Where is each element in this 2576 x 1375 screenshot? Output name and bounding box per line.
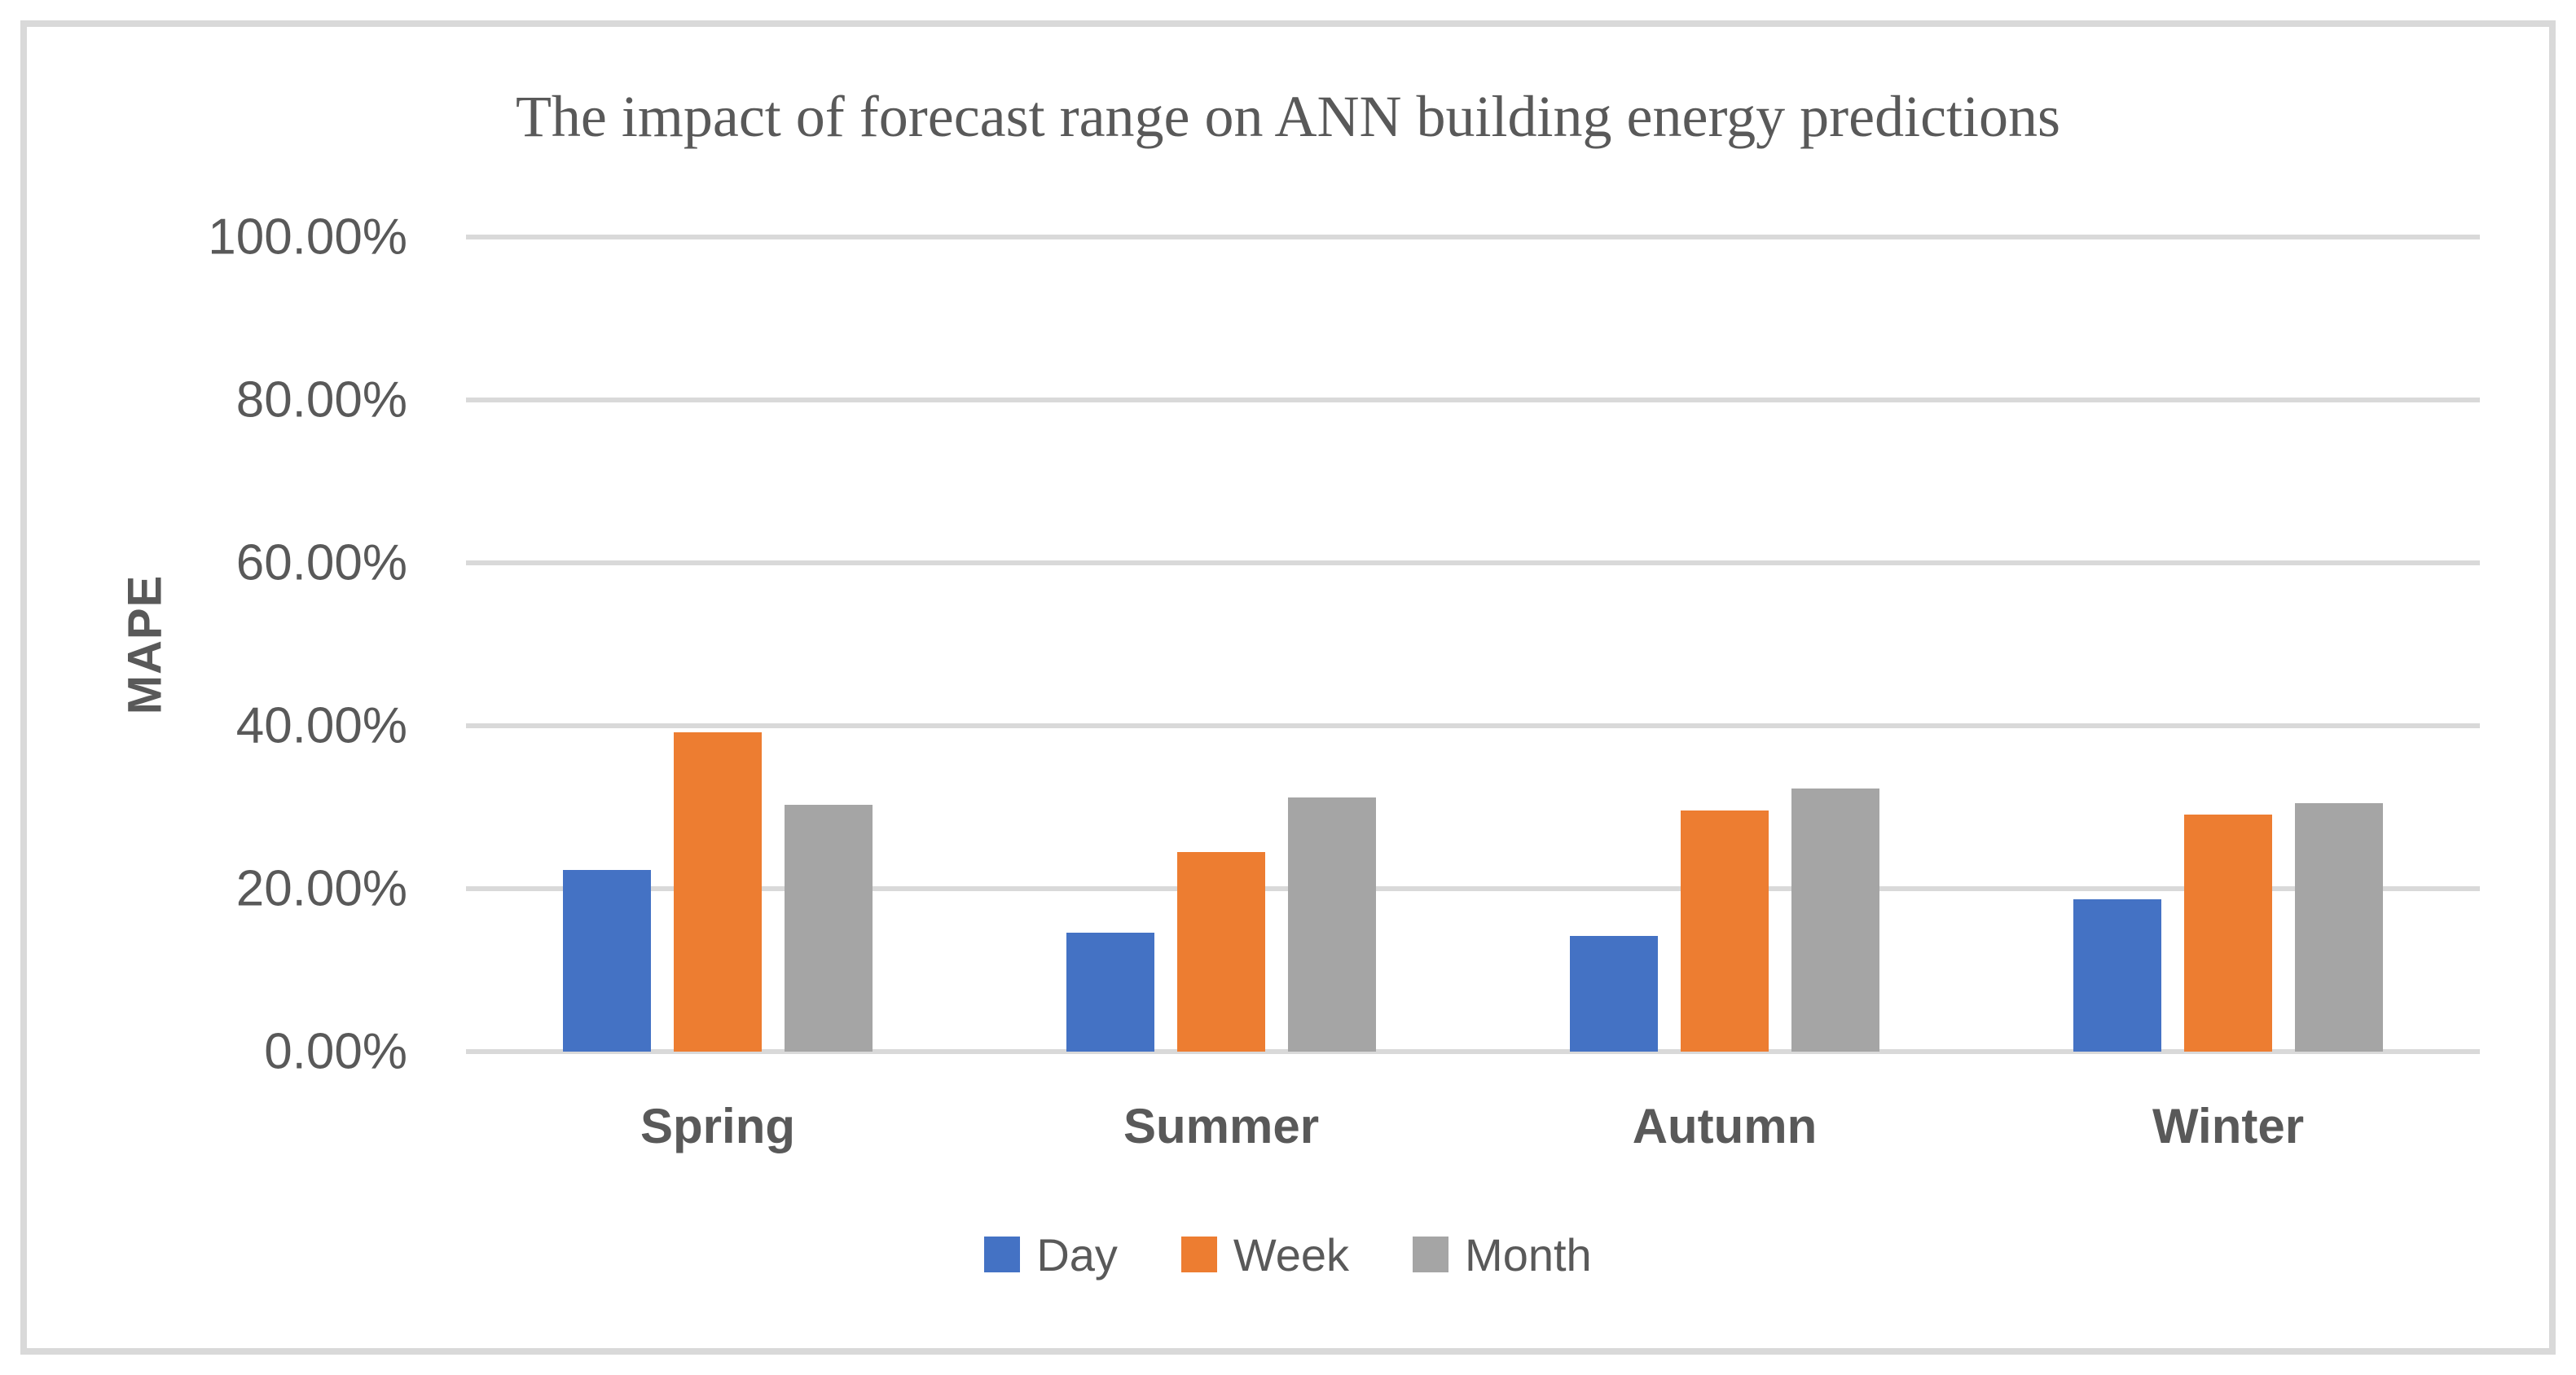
x-category-label-autumn: Autumn (1632, 1099, 1818, 1153)
legend-swatch-day (984, 1237, 1021, 1272)
bar-week-winter (2184, 815, 2272, 1052)
legend-swatch-week (1180, 1237, 1217, 1272)
bar-day-spring (563, 870, 651, 1052)
y-tick-label: 20.00% (235, 860, 407, 917)
legend-label-week: Week (1233, 1228, 1350, 1281)
chart-title: The impact of forecast range on ANN buil… (515, 84, 2061, 149)
bar-month-summer (1288, 797, 1376, 1052)
gridline-100.00% (466, 235, 2480, 239)
bar-day-autumn (1570, 936, 1658, 1052)
x-category-label-winter: Winter (2152, 1099, 2305, 1153)
x-axis-category-labels: Spring Summer Autumn Winter (466, 1098, 2480, 1163)
bar-group-winter (1976, 237, 2480, 1052)
bar-group-spring (466, 237, 969, 1052)
bar-week-spring (674, 732, 762, 1052)
bar-day-summer (1066, 933, 1154, 1052)
legend-label-month: Month (1465, 1228, 1592, 1281)
legend-item-day: Day (984, 1228, 1118, 1281)
bar-day-winter (2073, 899, 2161, 1052)
gridline-0.00% (466, 1049, 2480, 1054)
bar-group-summer (969, 237, 1473, 1052)
bar-month-autumn (1791, 789, 1879, 1052)
y-tick-label: 80.00% (235, 371, 407, 428)
y-tick-label: 100.00% (208, 209, 407, 266)
bar-month-winter (2295, 803, 2383, 1052)
bar-week-autumn (1681, 811, 1769, 1052)
gridline-40.00% (466, 723, 2480, 728)
legend-swatch-month (1413, 1237, 1449, 1272)
chart-border (20, 20, 2556, 1355)
y-tick-label: 40.00% (235, 697, 407, 754)
legend: Day Week Month (0, 1224, 2576, 1285)
plot-area (466, 235, 2480, 1054)
gridline-80.00% (466, 398, 2480, 402)
y-tick-label: 0.00% (264, 1023, 407, 1080)
gridline-60.00% (466, 560, 2480, 565)
bar-group-autumn (1473, 237, 1976, 1052)
y-axis-tick-labels: 0.00% 20.00% 40.00% 60.00% 80.00% 100.00% (81, 209, 407, 1080)
bar-month-spring (785, 805, 873, 1052)
gridline-20.00% (466, 886, 2480, 891)
legend-item-month: Month (1413, 1228, 1592, 1281)
x-category-label-summer: Summer (1123, 1099, 1320, 1153)
legend-label-day: Day (1036, 1228, 1118, 1281)
bar-week-summer (1177, 852, 1265, 1052)
x-category-label-spring: Spring (640, 1099, 795, 1153)
legend-item-week: Week (1180, 1228, 1350, 1281)
y-tick-label: 60.00% (235, 534, 407, 591)
